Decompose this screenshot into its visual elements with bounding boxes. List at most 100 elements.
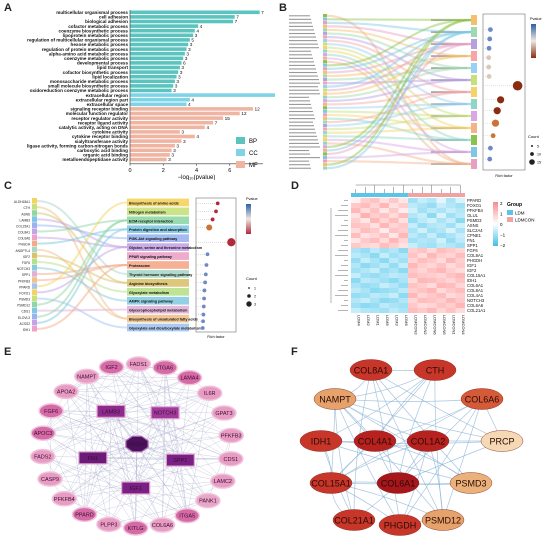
bar (130, 120, 214, 125)
network-edge (92, 457, 110, 525)
kegg-sankey-dotplot: ALDH18A1 CTH ASNS LAMB3 COL15A1 COL8A1 COL6A6 P… (14, 197, 258, 339)
gene-label-placeholder (289, 167, 311, 169)
gene-node-label: PSMD12 (425, 516, 461, 526)
sankey-gene-node (323, 14, 327, 18)
network-edge (84, 376, 87, 515)
network-edge (111, 366, 136, 529)
sankey-term-node (471, 39, 477, 49)
heatmap-cell (446, 268, 456, 273)
sankey-gene-node (323, 35, 327, 39)
sankey-flow (36, 297, 128, 329)
gene-label-placeholder (289, 132, 316, 134)
heatmap-cell (417, 293, 427, 298)
gene-row-label: FOXO1 (467, 203, 482, 208)
sankey-pathway-node (127, 261, 189, 269)
heatmap-cell (455, 198, 465, 203)
heatmap-cell (436, 228, 446, 233)
sankey-flow (326, 160, 472, 166)
bar-label: hexose metabolic process (71, 42, 129, 47)
heatmap-cell (455, 248, 465, 253)
sankey-gene-node (32, 222, 37, 228)
network-edge (92, 412, 166, 458)
gene-row-label: FN1 (467, 238, 476, 243)
gene-label-placeholder (289, 121, 313, 123)
network-edge (110, 411, 223, 482)
network-edge (42, 456, 163, 526)
heatmap-cell (417, 233, 427, 238)
heatmap-cell (379, 288, 389, 293)
gene-node (71, 506, 98, 523)
network-edge (164, 367, 188, 516)
panel-b: B Rich factor Pvalue Count 5 10 15 (275, 0, 550, 180)
sankey-term-node (471, 147, 477, 157)
gene-node-label: IDH1 (311, 437, 332, 447)
sankey-pathway-node (127, 314, 189, 323)
network-edge (180, 377, 190, 461)
sankey-pathway-node (127, 270, 189, 278)
bar-count: 12 (241, 111, 247, 117)
sankey-gene-node (32, 210, 37, 216)
sankey-flow (36, 308, 128, 312)
heatmap-cell (398, 213, 408, 218)
term-label-placeholder (431, 139, 467, 141)
gene-label: PFKFB3 (18, 279, 30, 283)
network-edge (162, 480, 223, 526)
bar-label: coenzyme biosynthetic process (59, 28, 129, 33)
gene-label-placeholder (289, 89, 319, 91)
gene-node (149, 517, 176, 533)
bar (130, 56, 184, 61)
size-legend-label: 15 (537, 160, 541, 164)
network-edge (51, 410, 138, 445)
heatmap-cell (398, 288, 408, 293)
heatmap-cell (436, 238, 446, 243)
sankey-gene-node (323, 74, 327, 78)
heatmap-cell (389, 298, 399, 303)
heatmap-cell (455, 213, 465, 218)
dotplot-point (488, 27, 493, 32)
heatmap-cell (389, 273, 399, 278)
sankey-flow (326, 50, 472, 130)
heatmap-cell (379, 303, 389, 308)
bar-count: 4 (196, 134, 199, 140)
pathway-label: Biosynthesis of unsaturated fatty acids (129, 318, 198, 322)
gene-node (176, 369, 203, 386)
heatmap-cell (389, 303, 399, 308)
gene-label-placeholder (289, 50, 311, 52)
sankey-flow (326, 46, 472, 118)
heatmap-cell (427, 263, 437, 268)
bar-count: 3 (173, 148, 176, 154)
network-edge (92, 411, 112, 458)
term-label-placeholder (431, 55, 467, 57)
heatmap-cell (436, 223, 446, 228)
heatmap-cell (417, 268, 427, 273)
sankey-flow (326, 66, 472, 81)
sankey-gene-node (323, 145, 327, 149)
network-edge (111, 366, 232, 436)
sankey-flow (326, 78, 472, 102)
sankey-pathway-node (127, 243, 189, 251)
sankey-flow (326, 53, 472, 142)
sankey-flow (326, 32, 472, 70)
term-label-placeholder (431, 151, 467, 153)
sample-label: LDMCON4 (461, 315, 466, 335)
heatmap-cell (427, 258, 437, 263)
sankey-dotplot-b: Rich factor Pvalue Count 5 10 15 (289, 13, 542, 178)
heatmap-cell (351, 228, 361, 233)
sankey-gene-node (323, 123, 327, 128)
heatmap-cell (360, 258, 370, 263)
panel-label-a: A (4, 2, 12, 14)
heatmap-cell (436, 288, 446, 293)
heatmap-cell (398, 223, 408, 228)
bar-label: carboxylic acid binding (77, 148, 128, 153)
heatmap-cell (360, 208, 370, 213)
gene-label-placeholder (289, 157, 320, 159)
term-label-placeholder (431, 79, 467, 81)
bar-count: 3 (171, 153, 174, 159)
heatmap-cell (455, 223, 465, 228)
heatmap-cell (379, 283, 389, 288)
sankey-term-node (471, 63, 477, 73)
network-edge (92, 412, 225, 459)
heatmap-cell (408, 293, 418, 298)
heatmap-cell (427, 238, 437, 243)
network-edge (49, 478, 136, 529)
